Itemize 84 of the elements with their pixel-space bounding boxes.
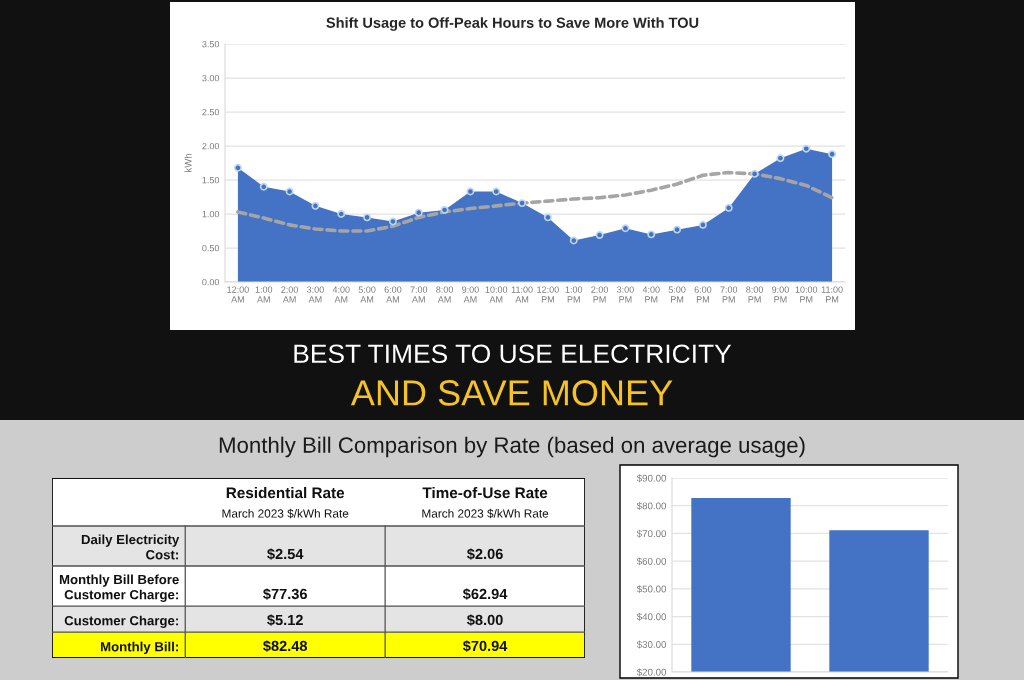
point	[595, 231, 604, 240]
point	[828, 150, 837, 159]
x-tick-label: 11:00 AM	[511, 286, 533, 303]
y-tick-label: $20.00	[636, 668, 667, 677]
y-tick-label: $80.00	[636, 502, 667, 510]
text: Monthly Bill Comparison by Rate (based on average usage)	[219, 436, 805, 458]
text: AND SAVE MONEY	[350, 380, 673, 406]
point	[492, 187, 501, 196]
category-label: Monthly Bill:	[100, 641, 178, 654]
y-tick-label: $40.00	[636, 612, 667, 621]
point	[724, 203, 733, 212]
point	[802, 144, 811, 153]
x-tick-label: 6:00 PM	[694, 286, 712, 303]
text: BEST TIMES TO USE ELECTRICITY	[294, 344, 732, 364]
point	[414, 208, 423, 217]
y-tick-label: 3.00	[202, 74, 220, 82]
y-tick-label: 0.00	[202, 278, 220, 286]
point	[388, 217, 397, 226]
x-tick-label: 7:00 AM	[410, 286, 428, 303]
x-tick-label: 1:00 PM	[565, 286, 583, 303]
y-axis-title: kWh	[184, 153, 192, 173]
point	[673, 225, 682, 234]
x-tick-label: 4:00 PM	[642, 286, 660, 303]
point	[363, 213, 372, 222]
y-tick-label: 3.50	[202, 40, 220, 48]
category-label: Customer Charge:	[64, 615, 178, 628]
point	[569, 236, 578, 245]
y-tick-label: 0.50	[202, 244, 220, 252]
point	[698, 220, 707, 229]
x-tick-label: 2:00 AM	[281, 286, 299, 303]
x-tick-label: 9:00 AM	[462, 286, 479, 303]
x-tick-label: 7:00 PM	[720, 286, 738, 303]
point	[337, 210, 346, 218]
x-tick-label: 10:00 PM	[795, 286, 818, 303]
x-tick-label: 3:00 PM	[616, 286, 634, 303]
y-tick-label: $50.00	[636, 585, 667, 594]
y-tick-label: $90.00	[636, 474, 667, 483]
x-tick-label: 5:00 AM	[358, 286, 376, 303]
y-tick-label: $60.00	[636, 557, 667, 566]
point	[311, 201, 320, 210]
text: $2.54	[267, 548, 304, 561]
point	[466, 187, 475, 196]
x-tick-label: 12:00 AM	[227, 286, 249, 303]
point	[233, 163, 242, 172]
text: $8.00	[467, 614, 503, 627]
text: $62.94	[462, 588, 508, 601]
text: $70.94	[462, 640, 508, 653]
point	[776, 154, 785, 163]
point	[621, 224, 630, 233]
text: $2.06	[467, 548, 503, 561]
x-tick-label: 8:00 PM	[746, 286, 764, 303]
point	[518, 199, 527, 208]
chart-title: Shift Usage to Off-Peak Hours to Save More With TOU	[326, 17, 699, 31]
y-tick-label: $70.00	[636, 529, 667, 538]
x-tick-label: 6:00 AM	[384, 286, 402, 303]
point	[543, 213, 552, 222]
category-label: Residential Rate March 2023 $/kWh Rate	[222, 487, 349, 519]
y-tick-label: 2.00	[202, 142, 220, 150]
y-tick-label: $30.00	[636, 640, 667, 649]
text: $5.12	[267, 614, 303, 627]
point	[647, 230, 656, 239]
point	[750, 169, 759, 178]
x-tick-label: 5:00 PM	[668, 286, 686, 303]
x-tick-label: 2:00 PM	[591, 286, 609, 303]
category-label: Monthly Bill Before Customer Charge:	[59, 574, 179, 602]
x-tick-label: 11:00 PM	[821, 286, 843, 303]
category-label: Time-of-Use Rate March 2023 $/kWh Rate	[422, 487, 549, 519]
y-tick-label: 1.50	[202, 176, 220, 184]
x-tick-label: 3:00 AM	[306, 286, 324, 303]
category-label: Daily Electricity Cost:	[81, 534, 180, 560]
text: $82.48	[263, 640, 308, 653]
x-tick-label: 1:00 AM	[255, 286, 273, 303]
point	[285, 187, 294, 196]
x-tick-label: 4:00 AM	[332, 286, 350, 303]
point	[259, 182, 268, 191]
x-tick-label: 8:00 AM	[436, 286, 454, 303]
x-tick-label: 10:00 AM	[485, 286, 508, 303]
point	[440, 205, 449, 214]
y-tick-label: 1.00	[202, 210, 220, 218]
y-tick-label: 2.50	[202, 108, 220, 116]
line-series	[236, 170, 834, 233]
x-tick-label: 12:00 PM	[537, 286, 559, 303]
text: $77.36	[263, 588, 307, 601]
x-tick-label: 9:00 PM	[772, 286, 789, 303]
